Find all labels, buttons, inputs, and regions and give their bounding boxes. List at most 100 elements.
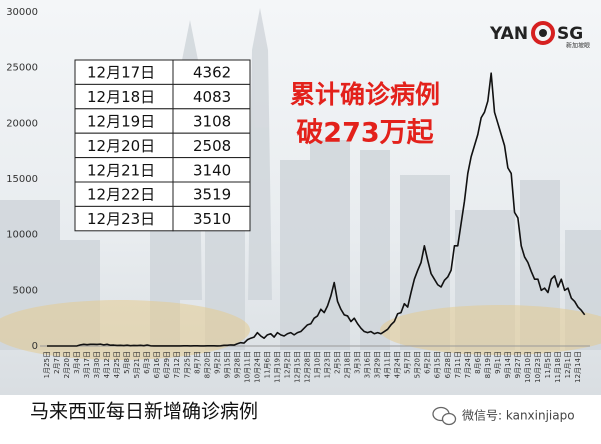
x-tick-label: 1月25日 (43, 351, 51, 378)
x-tick-label: 9月15日 (223, 351, 231, 378)
x-tick-label: 7月25日 (183, 351, 191, 378)
wechat-icon (432, 406, 457, 426)
table-cell (172, 108, 251, 134)
x-tick-label: 8月20日 (203, 351, 211, 378)
x-tick-label: 10月23日 (534, 351, 542, 383)
x-tick-label: 4月12日 (103, 351, 111, 378)
table-text: 4362 (193, 64, 231, 82)
y-tick-label: 0 (32, 341, 38, 352)
x-tick-label: 3月29日 (374, 351, 382, 378)
x-tick-label: 3月3日 (354, 351, 362, 374)
y-tick-label: 30000 (6, 7, 38, 18)
x-tick-label: 2月20日 (63, 351, 71, 378)
table-cell (172, 157, 251, 183)
logo: YAN SG 新加坡眼 (489, 21, 590, 50)
table-text: 12月21日 (87, 161, 155, 179)
x-tick-label: 6月29日 (163, 351, 171, 378)
table-cell (172, 132, 251, 159)
logo-text: SG (557, 24, 583, 44)
table-cell (74, 205, 174, 232)
x-tick-label: 3月17日 (83, 351, 91, 378)
x-tick-label: 4月24日 (394, 351, 402, 378)
x-tick-label: 2月5日 (334, 351, 342, 374)
x-tick-label: 7月12日 (173, 351, 181, 378)
x-tick-label: 12月1日 (564, 351, 572, 378)
x-tick-label: 11月5日 (544, 351, 552, 378)
table-text: 3140 (193, 161, 231, 179)
footer (0, 395, 601, 444)
table-text: 12月19日 (87, 113, 155, 131)
headline: 累计确诊病例 (290, 80, 440, 109)
table-cell (74, 59, 174, 85)
table-cell (74, 181, 174, 207)
x-tick-label: 8月7日 (193, 351, 201, 374)
y-tick-label: 20000 (6, 118, 38, 129)
x-tick-label: 9月2日 (213, 351, 221, 374)
table-cell (172, 83, 251, 110)
table-cell (74, 108, 174, 134)
x-tick-label: 6月3日 (143, 351, 151, 374)
table-text: 3519 (193, 186, 231, 204)
table-text: 12月23日 (87, 210, 155, 228)
logo-text: YAN (489, 24, 528, 44)
x-tick-label: 12月28日 (303, 351, 311, 383)
table-text: 12月22日 (87, 186, 155, 204)
table-text: 4083 (193, 88, 231, 106)
y-tick-label: 5000 (13, 285, 38, 296)
x-tick-label: 10月24日 (253, 351, 261, 383)
x-tick-label: 11月6日 (263, 351, 271, 378)
x-tick-label: 6月15日 (434, 351, 442, 378)
x-tick-label: 8月6日 (474, 351, 482, 374)
table-text: 2508 (193, 137, 231, 155)
y-tick-label: 15000 (6, 174, 38, 185)
x-tick-label: 1月10日 (314, 351, 322, 378)
table-cell (74, 157, 174, 183)
x-tick-label: 9月28日 (233, 351, 241, 378)
y-tick-label: 10000 (6, 230, 38, 241)
x-tick-label: 8月19日 (484, 351, 492, 378)
x-tick-label: 1月23日 (324, 351, 332, 378)
x-tick-label: 11月18日 (554, 351, 562, 383)
x-tick-label: 9月1日 (494, 351, 502, 374)
wechat-id: 微信号: kanxinjiapo (462, 409, 575, 423)
headline: 破273万起 (296, 118, 434, 149)
x-tick-label: 5月8日 (123, 351, 131, 374)
table-cell (74, 83, 174, 110)
x-tick-label: 3月4日 (73, 351, 81, 374)
table-cell (74, 132, 174, 159)
data-table: 12月17日 4362 12月18日 4083 12月19日 3108 12月20日 2508… (74, 59, 251, 232)
x-tick-label: 5月20日 (414, 351, 422, 378)
x-tick-label: 10月11日 (243, 351, 251, 383)
x-tick-label: 6月28日 (444, 351, 452, 378)
logo-sub: 新加坡眼 (566, 42, 590, 50)
x-tick-label: 12月14日 (574, 351, 582, 383)
logo-icon (539, 29, 547, 37)
table-text: 3108 (193, 113, 231, 131)
x-tick-label: 3月16日 (364, 351, 372, 378)
x-tick-label: 6月16日 (153, 351, 161, 378)
x-tick-label: 2月7日 (53, 351, 61, 374)
data-line (47, 72, 586, 347)
x-tick-label: 6月2日 (424, 351, 432, 374)
x-tick-label: 7月24日 (464, 351, 472, 378)
x-tick-label: 9月27日 (514, 351, 522, 378)
table-cell (172, 205, 251, 232)
y-tick-label: 25000 (6, 63, 38, 74)
x-tick-label: 4月25日 (113, 351, 121, 378)
x-tick-label: 4月11日 (384, 351, 392, 378)
x-tick-label: 9月14日 (504, 351, 512, 378)
x-tick-label: 2月18日 (344, 351, 352, 378)
caption: 马来西亚每日新增确诊病例 (30, 401, 258, 423)
x-tick-label: 11月19日 (273, 351, 281, 383)
x-tick-label: 7月11日 (454, 351, 462, 378)
x-tick-label: 10月10日 (524, 351, 532, 383)
x-tick-label: 12月2日 (283, 351, 291, 378)
table-text: 12月18日 (87, 88, 155, 106)
x-tick-label: 5月7日 (404, 351, 412, 374)
x-tick-label: 3月30日 (93, 351, 101, 378)
logo-icon (531, 21, 555, 45)
table-text: 3510 (193, 210, 231, 228)
x-tick-label: 12月15日 (293, 351, 301, 383)
